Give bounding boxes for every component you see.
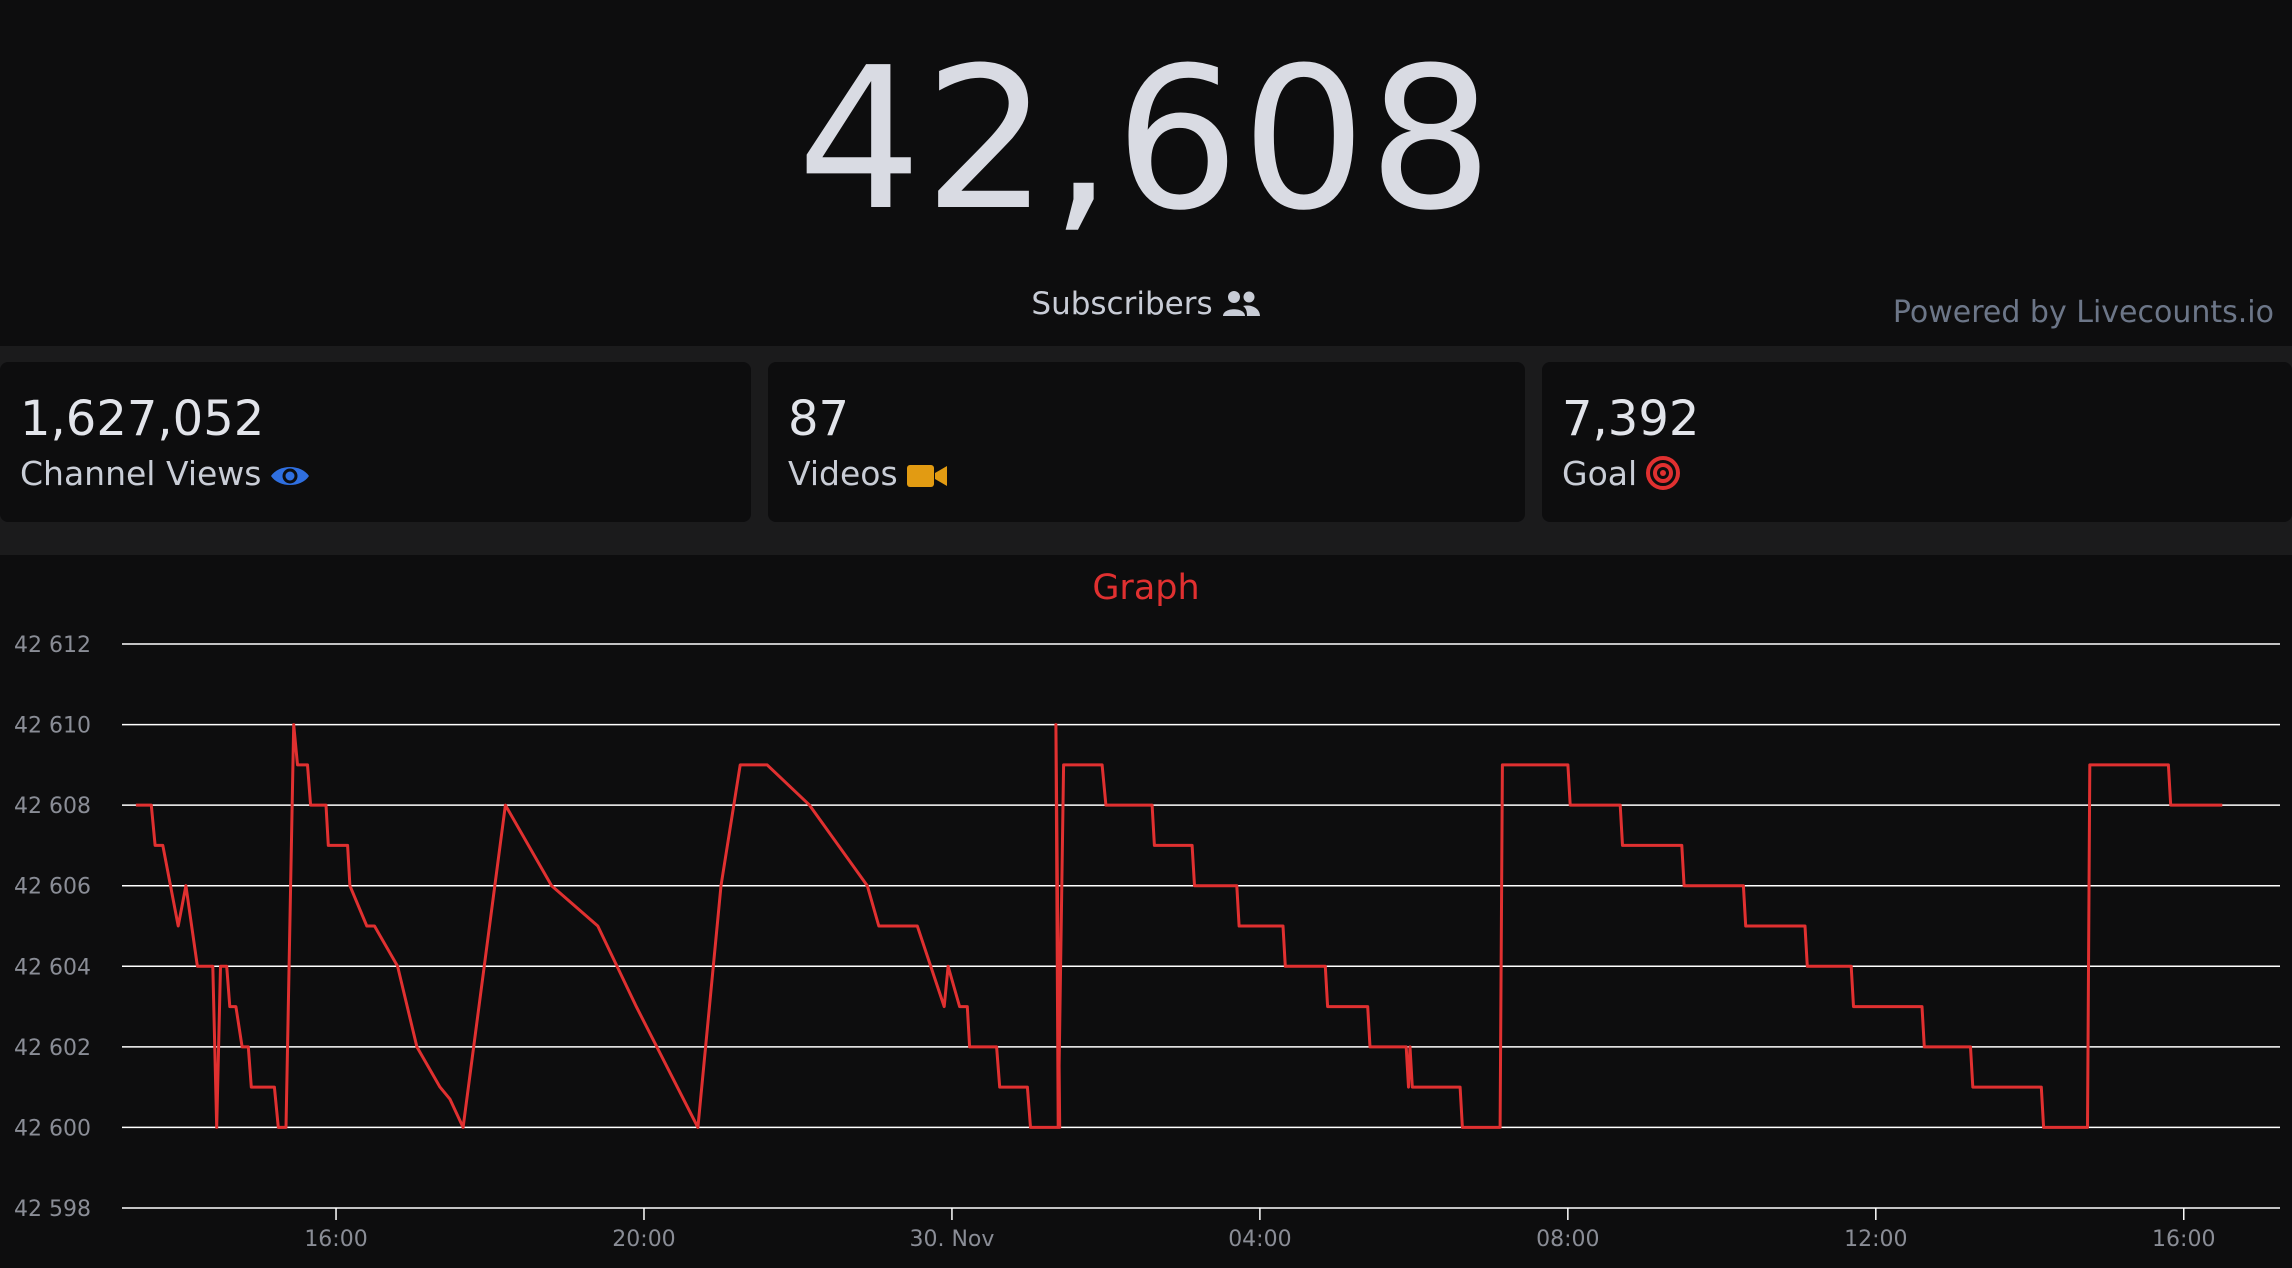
x-tick-label: 30. Nov bbox=[909, 1227, 994, 1252]
videos-value: 87 bbox=[788, 391, 850, 447]
y-tick-label: 42 608 bbox=[14, 794, 91, 819]
y-tick-label: 42 606 bbox=[14, 875, 91, 900]
video-camera-icon bbox=[898, 454, 948, 493]
y-tick-label: 42 604 bbox=[14, 955, 91, 980]
x-tick-label: 16:00 bbox=[304, 1227, 367, 1252]
users-icon bbox=[1213, 286, 1261, 322]
y-tick-label: 42 600 bbox=[14, 1116, 91, 1141]
x-tick-label: 04:00 bbox=[1228, 1227, 1291, 1252]
eye-icon bbox=[261, 454, 311, 493]
goal-label: Goal bbox=[1562, 454, 1638, 493]
videos-label: Videos bbox=[788, 454, 898, 493]
subscriber-count: 42,608 bbox=[797, 26, 1495, 254]
y-tick-label: 42 610 bbox=[14, 714, 91, 739]
subscriber-line-chart: 42 612 42 610 42 608 42 606 42 604 42 602 42 6… bbox=[14, 633, 2280, 1252]
goal-label-row: Goal bbox=[1562, 451, 1681, 497]
x-tick-label: 16:00 bbox=[2152, 1227, 2215, 1252]
channel-views-label-row: Channel Views bbox=[20, 451, 311, 497]
graph-title: Graph bbox=[1092, 568, 1200, 608]
powered-by-link[interactable]: Powered by Livecounts.io bbox=[1892, 295, 2274, 330]
x-tick-label: 20:00 bbox=[612, 1227, 675, 1252]
target-icon bbox=[1637, 454, 1681, 493]
y-tick-label: 42 598 bbox=[14, 1197, 91, 1222]
x-tick-label: 08:00 bbox=[1536, 1227, 1599, 1252]
channel-views-value: 1,627,052 bbox=[20, 391, 265, 447]
stat-card-goal: 7,392 Goal bbox=[1542, 362, 2292, 522]
stat-card-videos: 87 Videos bbox=[768, 362, 1525, 522]
y-tick-label: 42 602 bbox=[14, 1036, 91, 1061]
y-tick-label: 42 612 bbox=[14, 633, 91, 658]
goal-value: 7,392 bbox=[1562, 391, 1700, 447]
stat-card-channel-views: 1,627,052 Channel Views bbox=[0, 362, 751, 522]
header-panel: 42,608 Subscribers Powered by Livecounts… bbox=[0, 0, 2292, 346]
x-tick-label: 12:00 bbox=[1844, 1227, 1907, 1252]
channel-views-label: Channel Views bbox=[20, 454, 262, 493]
series-line-subscribers[interactable] bbox=[135, 723, 2223, 1129]
videos-label-row: Videos bbox=[788, 451, 948, 497]
subscribers-label-row: Subscribers bbox=[0, 284, 2292, 324]
subscribers-label: Subscribers bbox=[1031, 286, 1213, 322]
